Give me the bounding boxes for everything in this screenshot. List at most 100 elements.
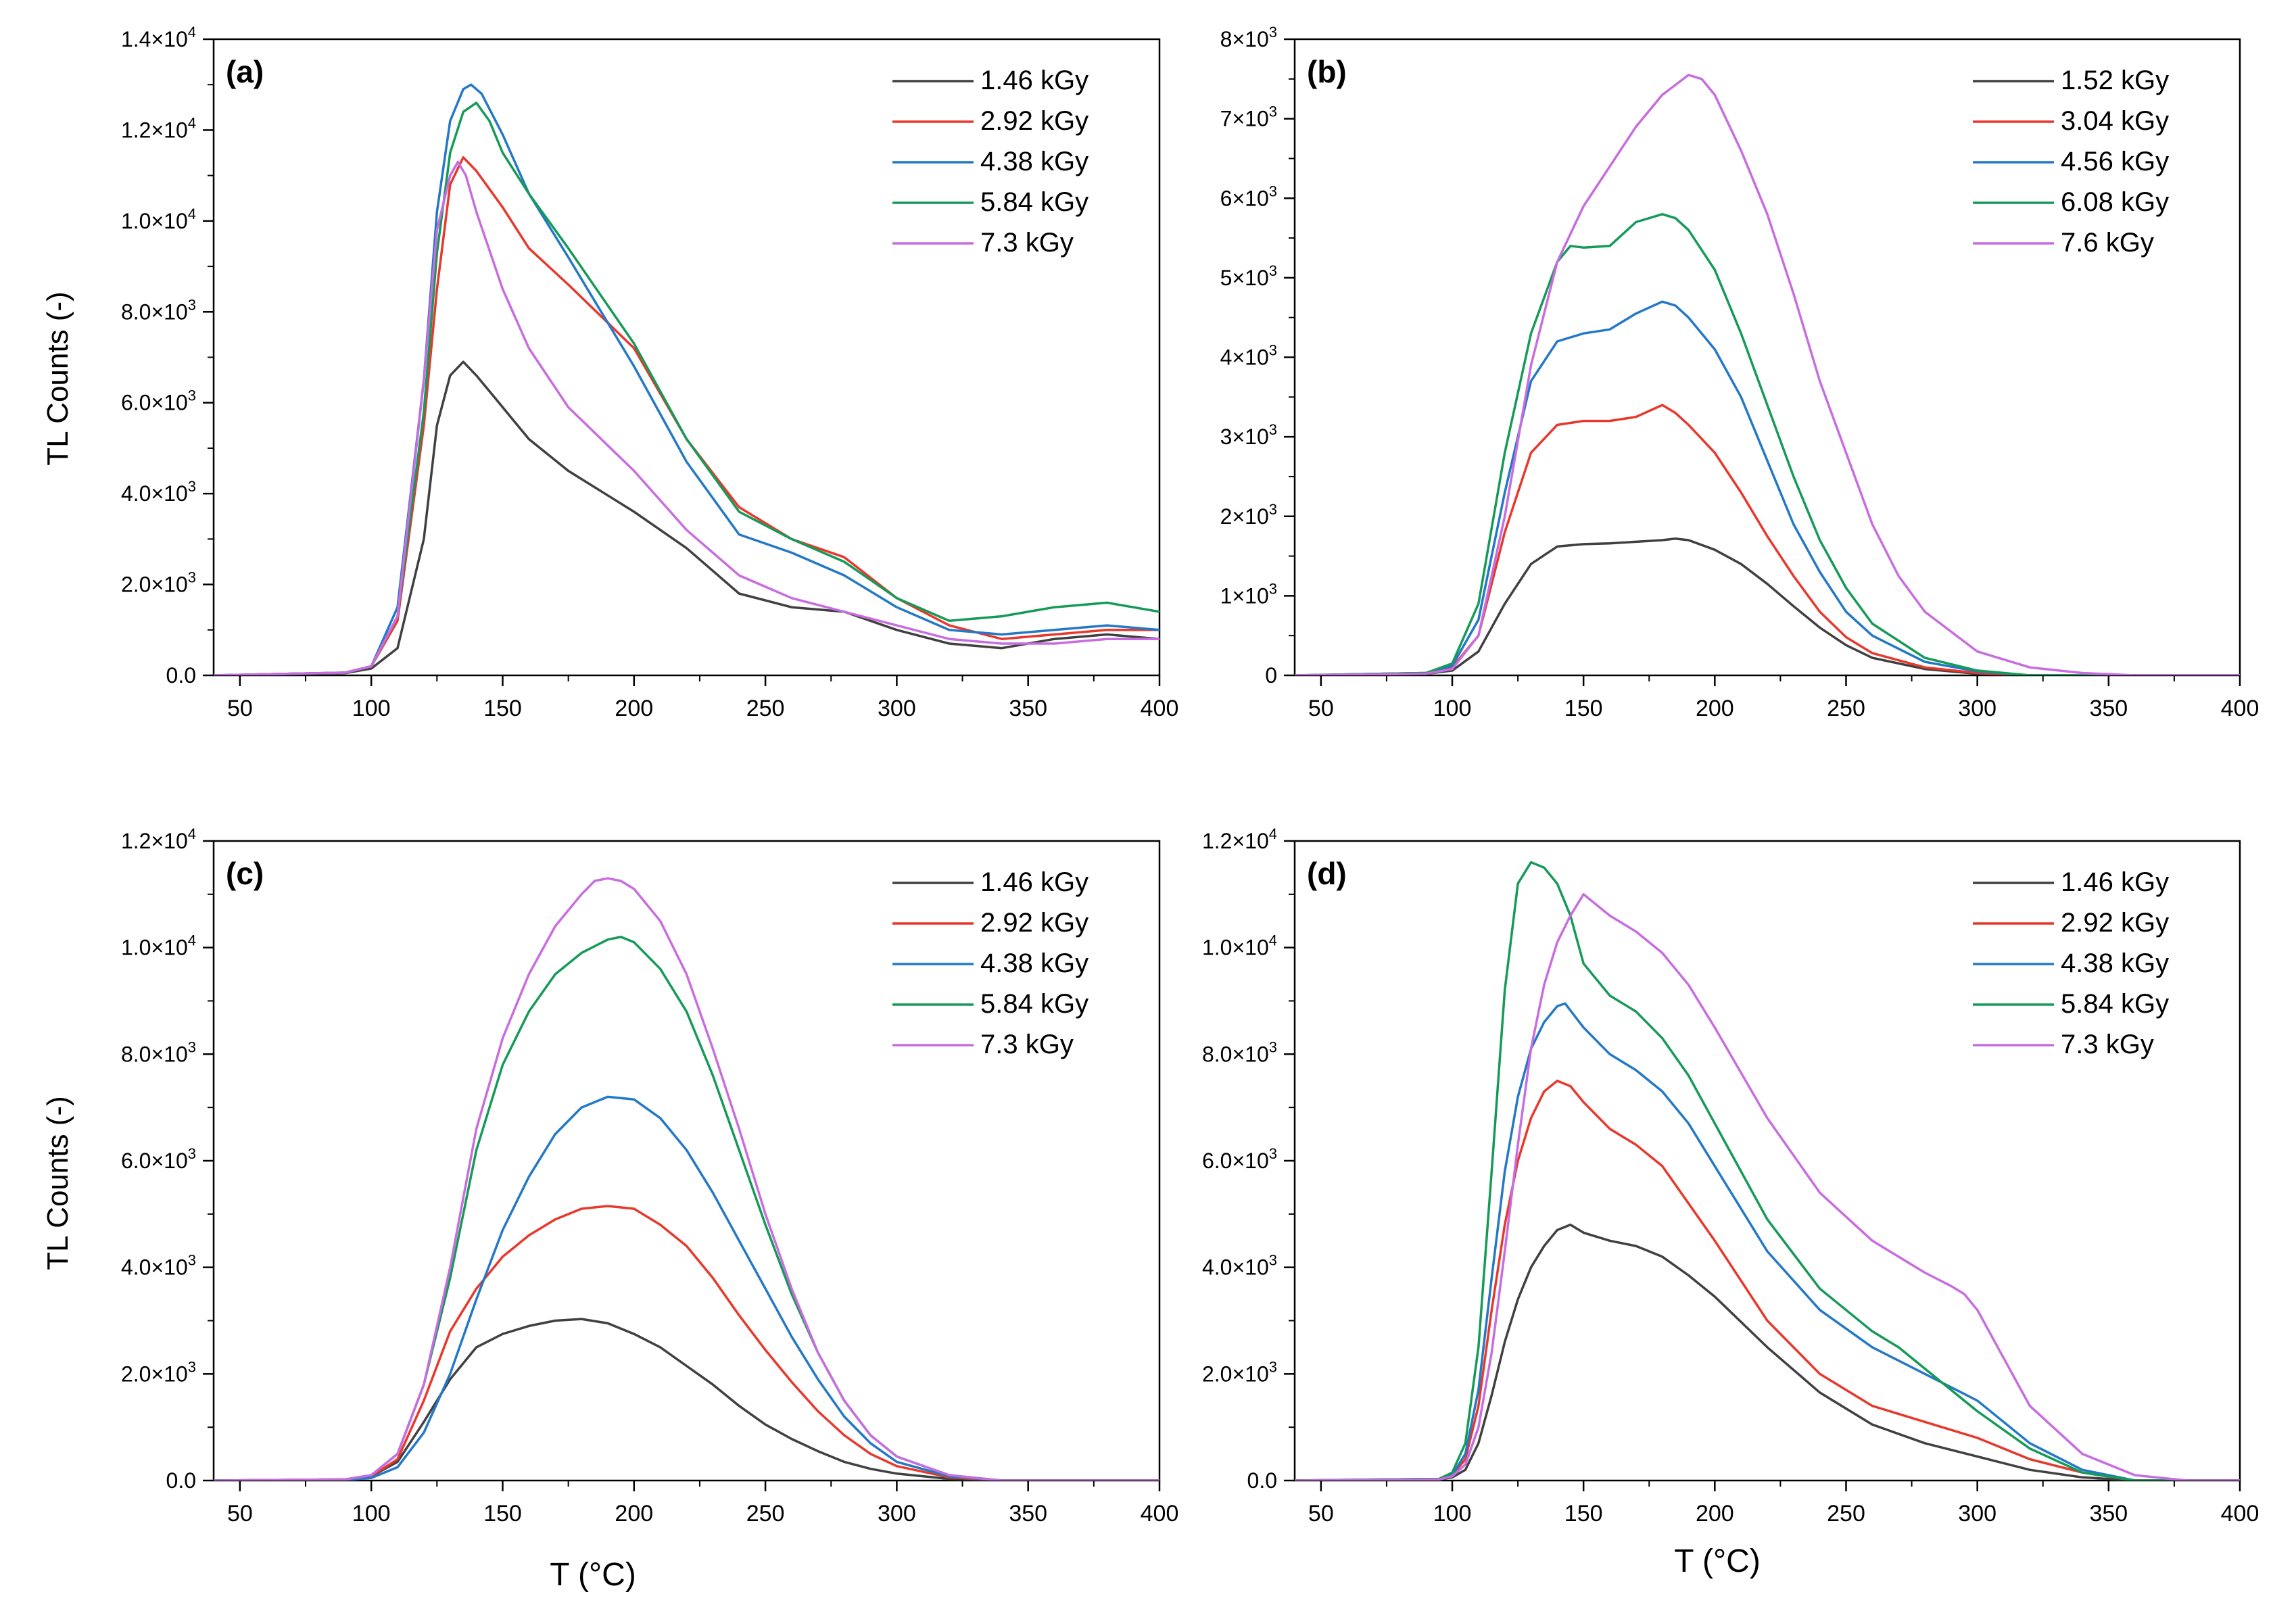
y-tick-label: 1.0×104 — [1202, 932, 1277, 960]
y-tick-label: 0 — [1265, 663, 1277, 688]
x-tick-label: 350 — [1009, 1501, 1047, 1526]
y-tick-label: 1.2×104 — [121, 825, 196, 853]
series-line — [1295, 300, 2240, 675]
x-tick-label: 300 — [878, 1501, 916, 1526]
legend-label: 7.3 kGy — [2061, 1030, 2154, 1059]
series-line — [214, 1095, 1159, 1481]
y-tick-label: 7×103 — [1220, 103, 1277, 131]
series-line — [1295, 537, 2240, 675]
series-line — [1295, 1223, 2240, 1481]
x-tick-label: 250 — [1827, 696, 1865, 721]
x-tick-label: 200 — [1696, 1501, 1734, 1526]
x-tick-label: 50 — [1308, 1501, 1334, 1526]
x-tick-label: 300 — [1958, 696, 1996, 721]
legend-label: 2.92 kGy — [2061, 908, 2169, 938]
panel-label: (d) — [1307, 856, 1347, 891]
x-tick-label: 250 — [1827, 1501, 1865, 1526]
series-line — [214, 877, 1159, 1481]
legend-label: 7.3 kGy — [980, 1030, 1074, 1059]
y-tick-label: 5×103 — [1220, 262, 1277, 290]
legend-label: 7.6 kGy — [2061, 228, 2154, 258]
y-tick-label: 4.0×103 — [121, 478, 196, 506]
y-tick-label: 6×103 — [1220, 183, 1277, 210]
series-line — [1295, 1002, 2240, 1481]
y-tick-label: 1.2×104 — [1202, 825, 1277, 853]
y-tick-label: 0.0 — [166, 663, 196, 688]
y-tick-label: 8.0×103 — [1202, 1038, 1277, 1066]
x-axis-label-right: T (°C) — [1674, 1543, 1761, 1579]
x-tick-label: 150 — [1564, 696, 1603, 721]
legend-label: 1.46 kGy — [2061, 867, 2169, 897]
x-tick-label: 350 — [1009, 696, 1047, 721]
x-axis-label-left: T (°C) — [550, 1557, 636, 1593]
x-tick-label: 300 — [1958, 1501, 1996, 1526]
legend-label: 5.84 kGy — [980, 187, 1089, 217]
x-tick-label: 100 — [352, 1501, 391, 1526]
y-axis-label-bottom: TL Counts (-) — [41, 1096, 74, 1270]
y-tick-label: 2.0×103 — [1202, 1358, 1277, 1386]
y-tick-label: 0.0 — [1247, 1468, 1277, 1493]
x-tick-label: 100 — [352, 696, 391, 721]
legend-label: 1.52 kGy — [2061, 66, 2169, 95]
x-tick-label: 100 — [1433, 696, 1472, 721]
legend-label: 5.84 kGy — [2061, 989, 2169, 1019]
x-tick-label: 50 — [227, 1501, 253, 1526]
legend-label: 1.46 kGy — [980, 66, 1089, 95]
legend-label: 4.38 kGy — [2061, 948, 2169, 978]
legend-label: 4.38 kGy — [980, 948, 1089, 978]
x-tick-label: 350 — [2089, 1501, 2128, 1526]
series-line — [214, 360, 1159, 675]
series-line — [214, 101, 1159, 675]
y-tick-label: 4×103 — [1220, 342, 1277, 370]
legend-label: 1.46 kGy — [980, 867, 1089, 897]
y-tick-label: 8×103 — [1220, 24, 1277, 51]
y-tick-label: 2×103 — [1220, 501, 1277, 529]
y-tick-label: 1.0×104 — [121, 932, 196, 960]
x-tick-label: 50 — [227, 696, 253, 721]
panel-b: 50 100 150 200 250 300 350 400 0 1×103 2×103 3×103 4… — [1220, 24, 2259, 721]
y-tick-label: 0.0 — [166, 1468, 196, 1493]
y-tick-label: 6.0×103 — [1202, 1145, 1277, 1173]
y-tick-label: 1.0×104 — [121, 206, 196, 233]
panel-label: (c) — [226, 856, 264, 891]
x-tick-label: 150 — [1564, 1501, 1603, 1526]
y-axis-label-top: TL Counts (-) — [41, 291, 74, 466]
x-tick-label: 200 — [1696, 696, 1734, 721]
series-line — [1295, 213, 2240, 675]
x-tick-label: 250 — [746, 1501, 785, 1526]
legend-label: 6.08 kGy — [2061, 187, 2169, 217]
series-line — [1295, 893, 2240, 1481]
series-line — [1295, 404, 2240, 675]
x-tick-label: 300 — [878, 696, 916, 721]
y-tick-label: 1×103 — [1220, 580, 1277, 608]
x-tick-label: 200 — [615, 696, 653, 721]
y-tick-label: 6.0×103 — [121, 1145, 196, 1173]
y-tick-label: 3×103 — [1220, 421, 1277, 449]
x-tick-label: 400 — [2221, 1501, 2259, 1526]
y-tick-label: 8.0×103 — [121, 296, 196, 324]
y-tick-label: 2.0×103 — [121, 1358, 196, 1386]
legend-label: 2.92 kGy — [980, 106, 1089, 136]
x-tick-label: 50 — [1308, 696, 1334, 721]
panel-c: 50 100 150 200 250 300 350 400 0.0 2.0×103 4.0×103… — [121, 825, 1178, 1526]
x-tick-label: 200 — [615, 1501, 653, 1526]
y-tick-label: 4.0×103 — [121, 1252, 196, 1280]
series-line — [214, 156, 1159, 675]
series-line — [1295, 861, 2240, 1481]
y-tick-label: 1.4×104 — [121, 24, 196, 51]
x-tick-label: 150 — [483, 1501, 522, 1526]
panel-label: (a) — [226, 54, 264, 89]
x-tick-label: 400 — [1141, 696, 1179, 721]
y-tick-label: 8.0×103 — [121, 1038, 196, 1066]
legend-label: 5.84 kGy — [980, 989, 1089, 1019]
x-tick-label: 250 — [746, 696, 785, 721]
series-line — [214, 160, 1159, 675]
legend-label: 4.38 kGy — [980, 147, 1089, 176]
legend-label: 2.92 kGy — [980, 908, 1089, 938]
series-line — [1295, 74, 2240, 675]
legend-label: 7.3 kGy — [980, 228, 1074, 258]
x-tick-label: 400 — [2221, 696, 2259, 721]
y-tick-label: 4.0×103 — [1202, 1252, 1277, 1280]
legend-label: 4.56 kGy — [2061, 147, 2169, 176]
